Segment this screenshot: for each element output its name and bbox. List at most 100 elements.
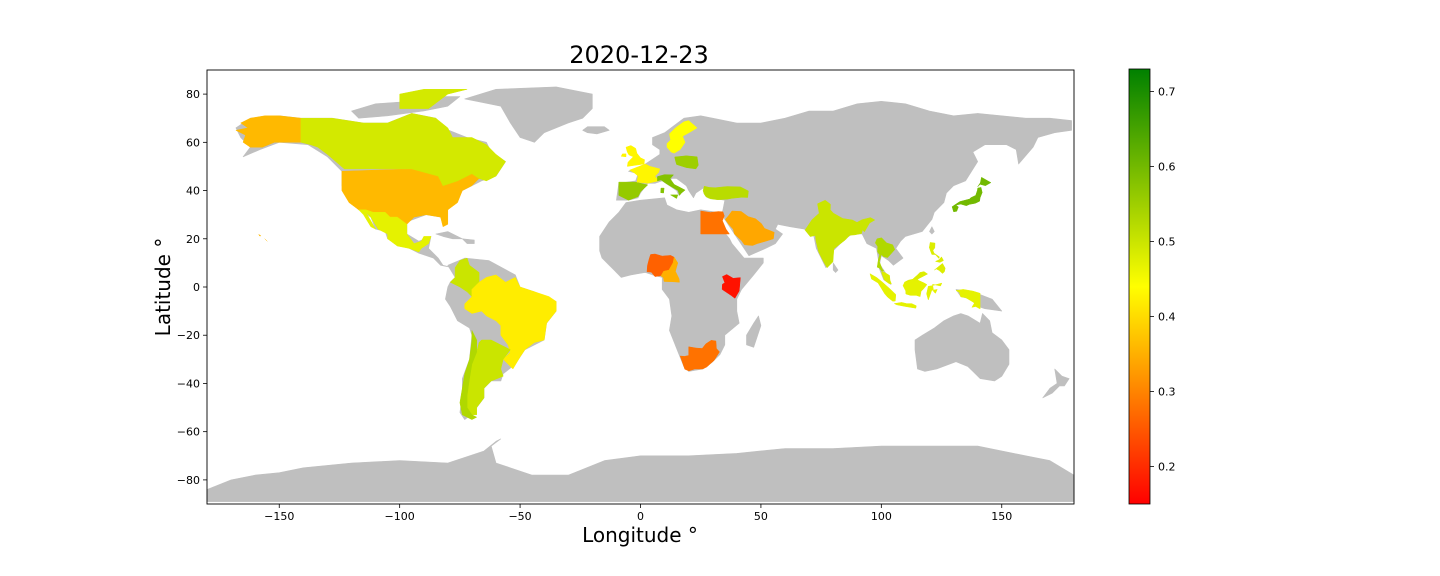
country-philippines-shape bbox=[934, 263, 946, 274]
land-australia bbox=[914, 313, 1010, 382]
land-antarctica bbox=[206, 438, 1075, 502]
country-poland bbox=[674, 155, 699, 170]
y-tick-label: 60 bbox=[186, 136, 200, 149]
countries-layer bbox=[235, 89, 992, 420]
country-hawaii-shape bbox=[258, 234, 262, 237]
y-axis-ticks: −80 −60 −40 −20 0 20 40 60 80 bbox=[177, 88, 207, 487]
country-canada-shape bbox=[300, 113, 506, 186]
country-south-africa bbox=[679, 340, 720, 372]
country-indonesia-shape bbox=[869, 273, 897, 302]
country-egypt-shape bbox=[700, 210, 730, 235]
country-france bbox=[629, 163, 661, 184]
land-madagascar bbox=[746, 315, 762, 348]
land-iceland bbox=[582, 126, 610, 135]
y-tick-label: 0 bbox=[193, 281, 200, 294]
colorbar-tick-label: 0.4 bbox=[1158, 311, 1176, 324]
country-indonesia bbox=[869, 273, 981, 310]
country-indonesia-shape bbox=[894, 302, 917, 309]
country-alaska-shape bbox=[235, 115, 302, 148]
country-hawaii bbox=[258, 234, 268, 242]
country-philippines bbox=[929, 242, 946, 274]
country-thailand-shape bbox=[875, 237, 896, 272]
country-sweden-shape bbox=[666, 120, 698, 154]
country-turkey bbox=[702, 185, 749, 200]
land-greenland bbox=[464, 86, 593, 143]
country-malaysia-shape bbox=[881, 271, 892, 285]
colorbar-tick-label: 0.3 bbox=[1158, 386, 1176, 399]
land-hispaniola bbox=[462, 238, 475, 244]
country-brazil-shape bbox=[464, 274, 557, 370]
x-tick-label: −100 bbox=[385, 510, 415, 523]
country-japan-shape bbox=[951, 187, 983, 213]
country-chile-shape bbox=[459, 330, 477, 420]
country-spain-shape bbox=[618, 181, 648, 201]
country-italy-shape bbox=[660, 187, 665, 194]
country-hawaii-shape bbox=[264, 238, 268, 242]
land-taiwan bbox=[929, 226, 935, 235]
country-philippines-shape bbox=[929, 242, 940, 259]
colorbar-tick-label: 0.5 bbox=[1158, 236, 1176, 249]
x-tick-label: 150 bbox=[991, 510, 1012, 523]
x-axis-ticks: −150 −100 −50 0 50 100 150 bbox=[264, 504, 1012, 523]
country-italy bbox=[657, 174, 686, 199]
x-axis-label: Longitude ° bbox=[582, 523, 698, 547]
country-saudi-arabia-shape bbox=[725, 210, 775, 246]
chart-title: 2020-12-23 bbox=[569, 41, 708, 69]
country-cameroon bbox=[660, 257, 680, 283]
x-tick-label: 100 bbox=[871, 510, 892, 523]
country-chile bbox=[459, 330, 477, 420]
x-tick-label: 50 bbox=[754, 510, 768, 523]
country-italy-shape bbox=[670, 194, 679, 199]
country-canada bbox=[300, 89, 506, 186]
y-tick-label: −80 bbox=[177, 474, 200, 487]
landmasses-no-data bbox=[206, 86, 1075, 502]
country-cameroon-shape bbox=[660, 257, 680, 283]
colorbar-tick-label: 0.2 bbox=[1158, 461, 1176, 474]
y-tick-label: −60 bbox=[177, 426, 200, 439]
country-indonesia-shape bbox=[902, 279, 928, 297]
y-tick-label: 40 bbox=[186, 185, 200, 198]
x-tick-label: −50 bbox=[508, 510, 531, 523]
country-united-kingdom-shape bbox=[620, 153, 627, 158]
country-india bbox=[804, 199, 876, 268]
country-india-shape bbox=[804, 199, 876, 268]
country-japan bbox=[951, 177, 992, 213]
land-sri-lanka bbox=[832, 262, 839, 273]
colorbar-gradient bbox=[1128, 68, 1151, 505]
country-saudi-arabia bbox=[725, 210, 775, 246]
colorbar-tick-label: 0.6 bbox=[1158, 161, 1176, 174]
x-tick-label: −150 bbox=[264, 510, 294, 523]
country-mexico bbox=[358, 209, 432, 253]
land-cuba bbox=[435, 231, 463, 240]
y-axis-label: Latitude ° bbox=[151, 238, 175, 337]
country-indonesia-shape bbox=[955, 289, 981, 310]
y-tick-label: 20 bbox=[186, 233, 200, 246]
country-mexico-shape bbox=[358, 209, 432, 253]
country-egypt bbox=[700, 210, 730, 235]
country-sweden bbox=[666, 120, 698, 154]
country-spain bbox=[618, 181, 648, 201]
land-eurasia bbox=[616, 101, 1072, 285]
country-south-africa-shape bbox=[679, 340, 720, 372]
y-tick-label: −20 bbox=[177, 329, 200, 342]
country-france-shape bbox=[629, 163, 661, 184]
country-united-kingdom bbox=[620, 145, 645, 167]
country-thailand bbox=[875, 237, 896, 272]
country-japan-shape bbox=[977, 177, 992, 187]
country-united-kingdom-shape bbox=[625, 145, 645, 167]
land-new-zealand bbox=[1042, 368, 1070, 399]
country-alaska bbox=[235, 115, 302, 148]
country-indonesia-shape bbox=[926, 282, 943, 301]
country-turkey-shape bbox=[702, 185, 749, 200]
land-africa bbox=[599, 197, 764, 372]
y-tick-label: 80 bbox=[186, 88, 200, 101]
colorbar: 0.2 0.3 0.4 0.5 0.6 0.7 bbox=[1128, 68, 1176, 505]
y-tick-label: −40 bbox=[177, 377, 200, 390]
country-italy-shape bbox=[657, 174, 686, 196]
country-poland-shape bbox=[674, 155, 699, 170]
colorbar-tick-label: 0.7 bbox=[1158, 86, 1176, 99]
country-canada-shape bbox=[399, 89, 468, 109]
map-plot-area bbox=[206, 69, 1075, 505]
colorbar-ticks: 0.2 0.3 0.4 0.5 0.6 0.7 bbox=[1150, 86, 1176, 474]
